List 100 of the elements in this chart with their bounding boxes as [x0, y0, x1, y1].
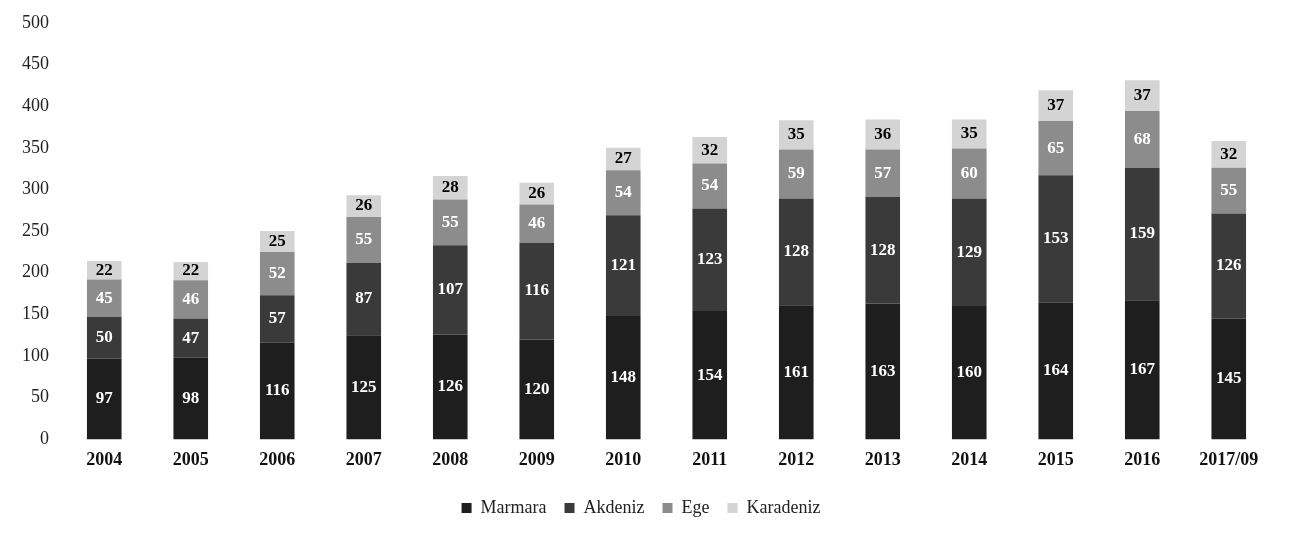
data-label: 126	[1216, 255, 1242, 275]
data-label: 22	[95, 259, 113, 279]
data-label: 36	[874, 123, 892, 143]
y-tick-label: 0	[40, 428, 49, 449]
bar	[778, 305, 814, 440]
data-label: 167	[1129, 359, 1156, 379]
data-label: 46	[528, 212, 546, 232]
bar	[951, 119, 987, 149]
bar	[951, 306, 987, 440]
data-label: 59	[787, 163, 805, 183]
bar	[1038, 121, 1074, 176]
x-tick-label: 2013	[864, 448, 901, 469]
bar	[778, 198, 814, 306]
bar	[1038, 90, 1074, 122]
bar	[1124, 111, 1160, 168]
y-tick-label: 300	[22, 178, 49, 199]
data-label: 153	[1043, 228, 1069, 248]
bar	[86, 358, 122, 440]
legend-label: Marmara	[480, 496, 547, 517]
data-label: 164	[1043, 360, 1069, 380]
bar	[778, 149, 814, 199]
data-label: 37	[1133, 85, 1152, 105]
legend-label: Ege	[681, 496, 710, 517]
data-label: 55	[355, 229, 373, 249]
data-label: 163	[870, 360, 896, 380]
bar	[432, 245, 468, 335]
bar	[346, 335, 382, 440]
x-tick-label: 2015	[1037, 448, 1074, 469]
data-label: 125	[351, 376, 377, 396]
data-label: 26	[355, 195, 373, 215]
x-tick-label: 2014	[951, 448, 988, 469]
bar	[173, 280, 209, 319]
data-label: 55	[441, 211, 459, 231]
data-label: 57	[874, 162, 892, 182]
data-label: 25	[268, 230, 286, 250]
bar	[692, 163, 728, 209]
data-label: 107	[437, 279, 464, 299]
bar	[951, 148, 987, 199]
bar	[951, 198, 987, 307]
bar	[346, 216, 382, 263]
bar	[173, 357, 209, 440]
x-tick-label: 2005	[172, 448, 209, 469]
y-tick-label: 150	[22, 303, 49, 324]
bar	[519, 339, 555, 440]
legend-label: Akdeniz	[583, 496, 645, 517]
data-label: 161	[783, 361, 809, 381]
data-label: 35	[787, 124, 805, 144]
data-label: 54	[701, 175, 719, 195]
bar	[1124, 300, 1160, 440]
x-tick-label: 2011	[692, 448, 728, 469]
data-label: 148	[610, 367, 636, 387]
x-tick-label: 2004	[86, 448, 123, 469]
bar	[1124, 167, 1160, 301]
bar	[865, 196, 901, 304]
data-label: 128	[870, 239, 896, 259]
bar	[173, 318, 209, 358]
x-tick-label: 2008	[432, 448, 469, 469]
data-label: 47	[182, 327, 200, 347]
bar	[865, 303, 901, 440]
x-tick-label: 2016	[1124, 448, 1161, 469]
data-label: 128	[783, 241, 809, 261]
y-tick-label: 500	[22, 11, 49, 32]
bar	[432, 334, 468, 440]
data-label: 116	[264, 380, 290, 400]
bar	[1124, 80, 1160, 112]
y-tick-label: 200	[22, 261, 49, 282]
legend-label: Karadeniz	[746, 496, 821, 517]
data-label: 154	[697, 364, 723, 384]
data-label: 45	[95, 287, 113, 307]
y-tick-label: 450	[22, 53, 49, 74]
data-label: 159	[1129, 223, 1155, 243]
bar	[1211, 213, 1247, 319]
data-label: 32	[701, 139, 719, 159]
data-label: 22	[182, 260, 200, 280]
data-label: 26	[528, 183, 546, 202]
bar	[692, 311, 728, 440]
bar	[259, 295, 295, 343]
y-tick-label: 350	[22, 136, 49, 157]
data-label: 129	[956, 241, 982, 261]
data-label: 32	[1220, 143, 1238, 163]
data-label: 116	[524, 280, 550, 300]
data-label: 55	[1220, 180, 1238, 200]
x-tick-label: 2010	[605, 448, 642, 469]
bar	[605, 170, 641, 216]
y-tick-label: 50	[31, 386, 49, 407]
data-label: 37	[1047, 95, 1065, 115]
bar	[86, 279, 122, 317]
data-label: 50	[95, 327, 113, 347]
y-tick-label: 400	[22, 94, 49, 115]
data-label: 68	[1133, 128, 1151, 148]
data-label: 46	[182, 288, 200, 308]
bar	[605, 215, 641, 317]
data-label: 87	[355, 288, 373, 308]
data-label: 120	[524, 378, 550, 398]
bar	[259, 251, 295, 296]
data-label: 121	[610, 255, 636, 275]
data-label: 35	[960, 123, 978, 143]
bar	[519, 204, 555, 243]
y-tick-label: 250	[22, 219, 49, 240]
data-label: 54	[614, 182, 633, 202]
